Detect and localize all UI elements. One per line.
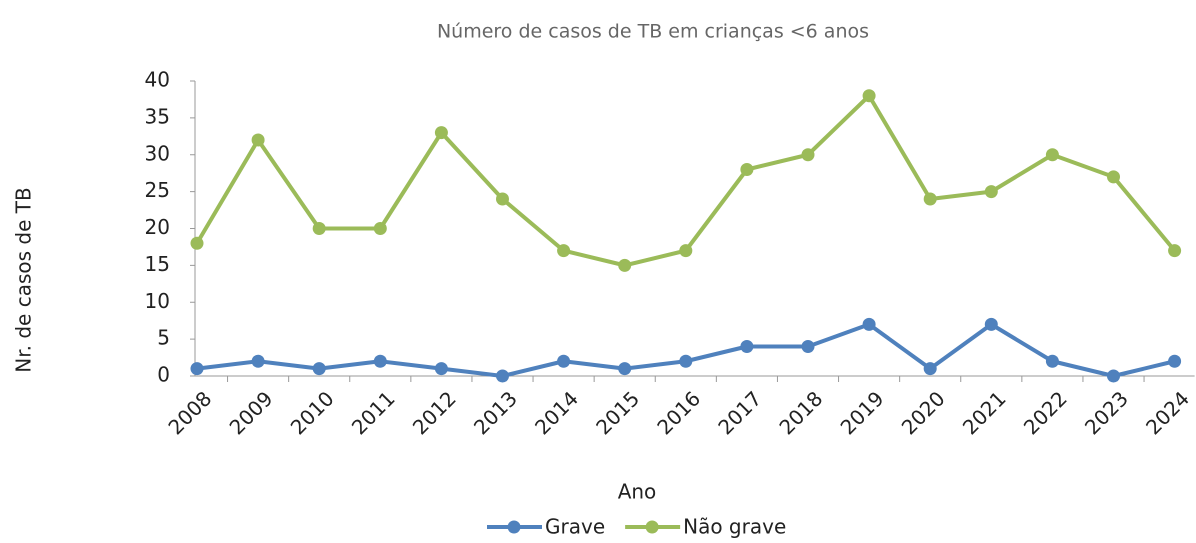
- y-tick-label: 15: [145, 252, 170, 276]
- point: [496, 192, 509, 206]
- point: [190, 236, 204, 250]
- y-tick-label: 35: [145, 104, 170, 128]
- point: [862, 317, 876, 331]
- x-tick-label: 2008: [163, 386, 216, 439]
- x-tick-label: 2012: [408, 386, 461, 439]
- point: [923, 362, 937, 376]
- legend-label: Grave: [545, 515, 605, 539]
- point: [312, 362, 326, 376]
- point: [1168, 244, 1182, 258]
- point: [1107, 369, 1120, 383]
- x-tick-label: 2021: [958, 386, 1011, 439]
- x-tick-label: 2019: [836, 386, 889, 439]
- point: [740, 163, 754, 176]
- x-tick-label: 2015: [591, 386, 644, 439]
- x-tick-label: 2022: [1019, 386, 1072, 439]
- x-tick-label: 2009: [225, 386, 278, 439]
- x-tick-label: 2020: [897, 386, 950, 439]
- x-tick-label: 2010: [286, 386, 339, 439]
- x-tick-label: 2024: [1141, 386, 1194, 439]
- legend-marker: [507, 520, 521, 534]
- point: [679, 354, 693, 368]
- legend-marker: [645, 520, 659, 534]
- point: [496, 369, 509, 383]
- x-tick-label: 2018: [774, 386, 827, 439]
- y-tick-label: 40: [145, 68, 170, 92]
- x-tick-label: 2016: [652, 386, 705, 439]
- legend-label: Não grave: [683, 515, 786, 539]
- chart-title: Número de casos de TB em crianças <6 ano…: [437, 21, 869, 43]
- y-tick-label: 20: [145, 215, 170, 239]
- point: [557, 354, 571, 368]
- point: [679, 244, 693, 258]
- point: [984, 185, 998, 199]
- x-tick-label: 2023: [1080, 386, 1133, 439]
- point: [251, 354, 265, 368]
- point: [618, 362, 632, 376]
- point: [373, 222, 387, 235]
- point: [801, 148, 815, 162]
- point: [862, 89, 876, 103]
- point: [434, 126, 448, 140]
- y-tick-label: 10: [145, 289, 170, 313]
- x-axis-label: Ano: [618, 480, 657, 504]
- y-tick-label: 30: [145, 141, 170, 165]
- series-line: [196, 322, 1176, 378]
- point: [618, 258, 632, 272]
- x-tick-label: 2014: [530, 386, 583, 439]
- point: [190, 362, 204, 376]
- point: [740, 340, 754, 353]
- point: [1107, 170, 1120, 184]
- point: [312, 222, 326, 235]
- point: [251, 133, 265, 147]
- series-line: [195, 93, 1177, 268]
- point: [434, 362, 448, 376]
- x-tick-label: 2013: [469, 386, 522, 439]
- point: [923, 192, 937, 206]
- y-axis-label: Nr. de casos de TB: [12, 187, 36, 372]
- point: [984, 317, 998, 331]
- y-tick-label: 0: [157, 363, 170, 387]
- point: [373, 354, 387, 368]
- point: [1168, 354, 1182, 368]
- x-tick-label: 2011: [347, 386, 400, 439]
- x-tick-label: 2017: [713, 386, 766, 439]
- point: [801, 340, 815, 353]
- y-tick-label: 25: [145, 178, 170, 202]
- point: [557, 244, 571, 258]
- y-tick-label: 5: [157, 326, 170, 350]
- point: [1045, 354, 1059, 368]
- point: [1045, 148, 1059, 162]
